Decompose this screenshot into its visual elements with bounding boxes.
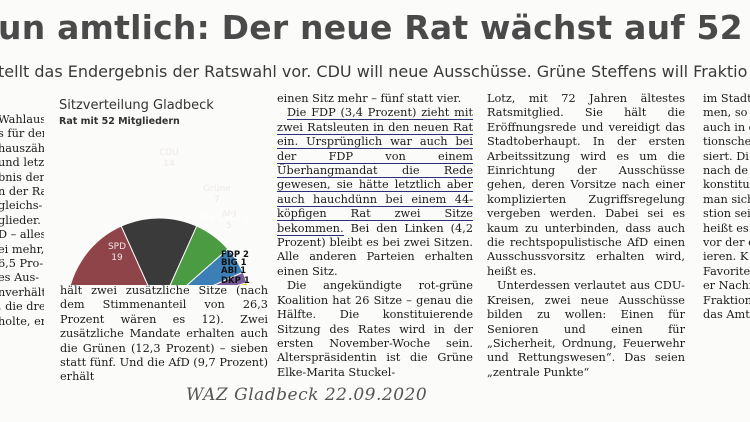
left-column-line: ei mehr,: [0, 242, 44, 256]
small-party-label: DKP 1: [221, 276, 250, 285]
right-column-line: auch in d: [703, 120, 750, 134]
slice-label-grüne: Grüne: [203, 184, 231, 194]
right-column-line: Favoriter: [703, 264, 750, 278]
slice-label-spd: SPD: [108, 242, 126, 252]
column-1-text: hält zwei zusätzliche Sitze (nach dem St…: [60, 284, 268, 384]
column-2-highlight: Die FDP (3,4 Prozent) zieht mit zwei Rat…: [277, 106, 473, 236]
left-column-line: und letzt-: [0, 156, 44, 170]
right-column-line: im Stadt: [703, 92, 750, 105]
right-column-line: nach de: [703, 164, 749, 178]
left-column-line: hauszäh-: [0, 141, 44, 155]
slice-value-cdu: 14: [163, 159, 175, 169]
article-column-left: Wahlaus-s für denhauszäh-und letzt-bnis …: [0, 113, 44, 329]
article-column-1: hält zwei zusätzliche Sitze (nach dem St…: [60, 284, 268, 385]
right-column-line: man sich: [703, 192, 750, 206]
slice-value-afd: 5: [226, 221, 232, 231]
article-headline: un amtlich: Der neue Rat wächst auf 52 S…: [0, 8, 750, 47]
right-column-line: das Amt: [703, 308, 750, 322]
slice-label-afd: Afd: [222, 210, 237, 220]
slice-label-linke: Die Linke 2: [201, 214, 248, 224]
right-column-line: vor der e: [703, 236, 750, 250]
chart-subtitle: Rat mit 52 Mitgliedern: [59, 116, 180, 127]
right-column-line: heißt es.: [703, 221, 750, 235]
right-column-line: er Nachf: [703, 279, 750, 293]
seat-slice-cdu: [120, 217, 198, 285]
left-column-line: n der Rat: [0, 185, 44, 199]
right-column-line: Fraktion: [703, 293, 750, 307]
left-column-line: 6,5 Pro-: [0, 257, 44, 271]
right-column-line: ieren. K: [703, 250, 749, 264]
column-2-intro: einen Sitz mehr – fünf statt vier.: [277, 92, 462, 105]
right-column-line: siert. Di: [703, 149, 749, 163]
right-column-line: stion sei: [703, 207, 750, 221]
article-column-2: einen Sitz mehr – fünf statt vier. Die F…: [277, 92, 473, 380]
small-party-label: BIG 1: [221, 258, 247, 268]
slice-value-spd: 19: [111, 253, 123, 263]
left-column-line: nverhältnis: [0, 285, 44, 299]
small-party-label: ABI 1: [221, 266, 246, 276]
left-column-line: gleichs-: [0, 199, 43, 213]
column-2-rest: Bei den Linken (4,2 Prozent) bleibt es b…: [277, 221, 473, 278]
left-column-line: bnis der: [0, 170, 44, 184]
small-party-label: FDP 2: [221, 250, 249, 260]
left-column-line: Wahlaus-: [0, 113, 44, 126]
column-3-paragraph-2: Unterdessen verlautet aus CDU-Kreisen, z…: [487, 279, 685, 379]
right-column-line: men, so: [703, 106, 748, 120]
right-column-line: tionsche: [703, 135, 750, 149]
column-2-highlight-block: Die FDP (3,4 Prozent) zieht mit zwei Rat…: [277, 106, 473, 279]
seat-slice-spd: [70, 225, 149, 285]
right-column-line: konstitu: [703, 178, 750, 192]
slice-value-grüne: 7: [214, 195, 220, 205]
left-column-line: es Aus-: [0, 271, 40, 285]
left-column-line: glieder.: [0, 213, 41, 227]
seat-distribution-chart: Sitzverteilung Gladbeck Rat mit 52 Mitgl…: [57, 95, 267, 285]
article-column-3: Lotz, mit 72 Jahren ältestes Ratsmitglie…: [487, 92, 685, 380]
left-column-line: holte, er-: [0, 314, 44, 328]
handwritten-source-note: WAZ Gladbeck 22.09.2020: [186, 385, 428, 405]
left-column-line: , die drei: [0, 300, 44, 314]
column-3-paragraph-1: Lotz, mit 72 Jahren ältestes Ratsmitglie…: [487, 92, 685, 278]
chart-title: Sitzverteilung Gladbeck: [59, 98, 214, 113]
left-column-line: D – alles: [0, 228, 44, 242]
left-column-line: s für den: [0, 127, 44, 141]
slice-label-cdu: CDU: [159, 148, 179, 158]
seat-slice-fdp: [237, 282, 249, 285]
column-2-paragraph-2: Die angekündigte rot-grüne Koalition hat…: [277, 279, 473, 379]
article-subheadline: tellt das Endergebnis der Ratswahl vor. …: [0, 62, 748, 81]
